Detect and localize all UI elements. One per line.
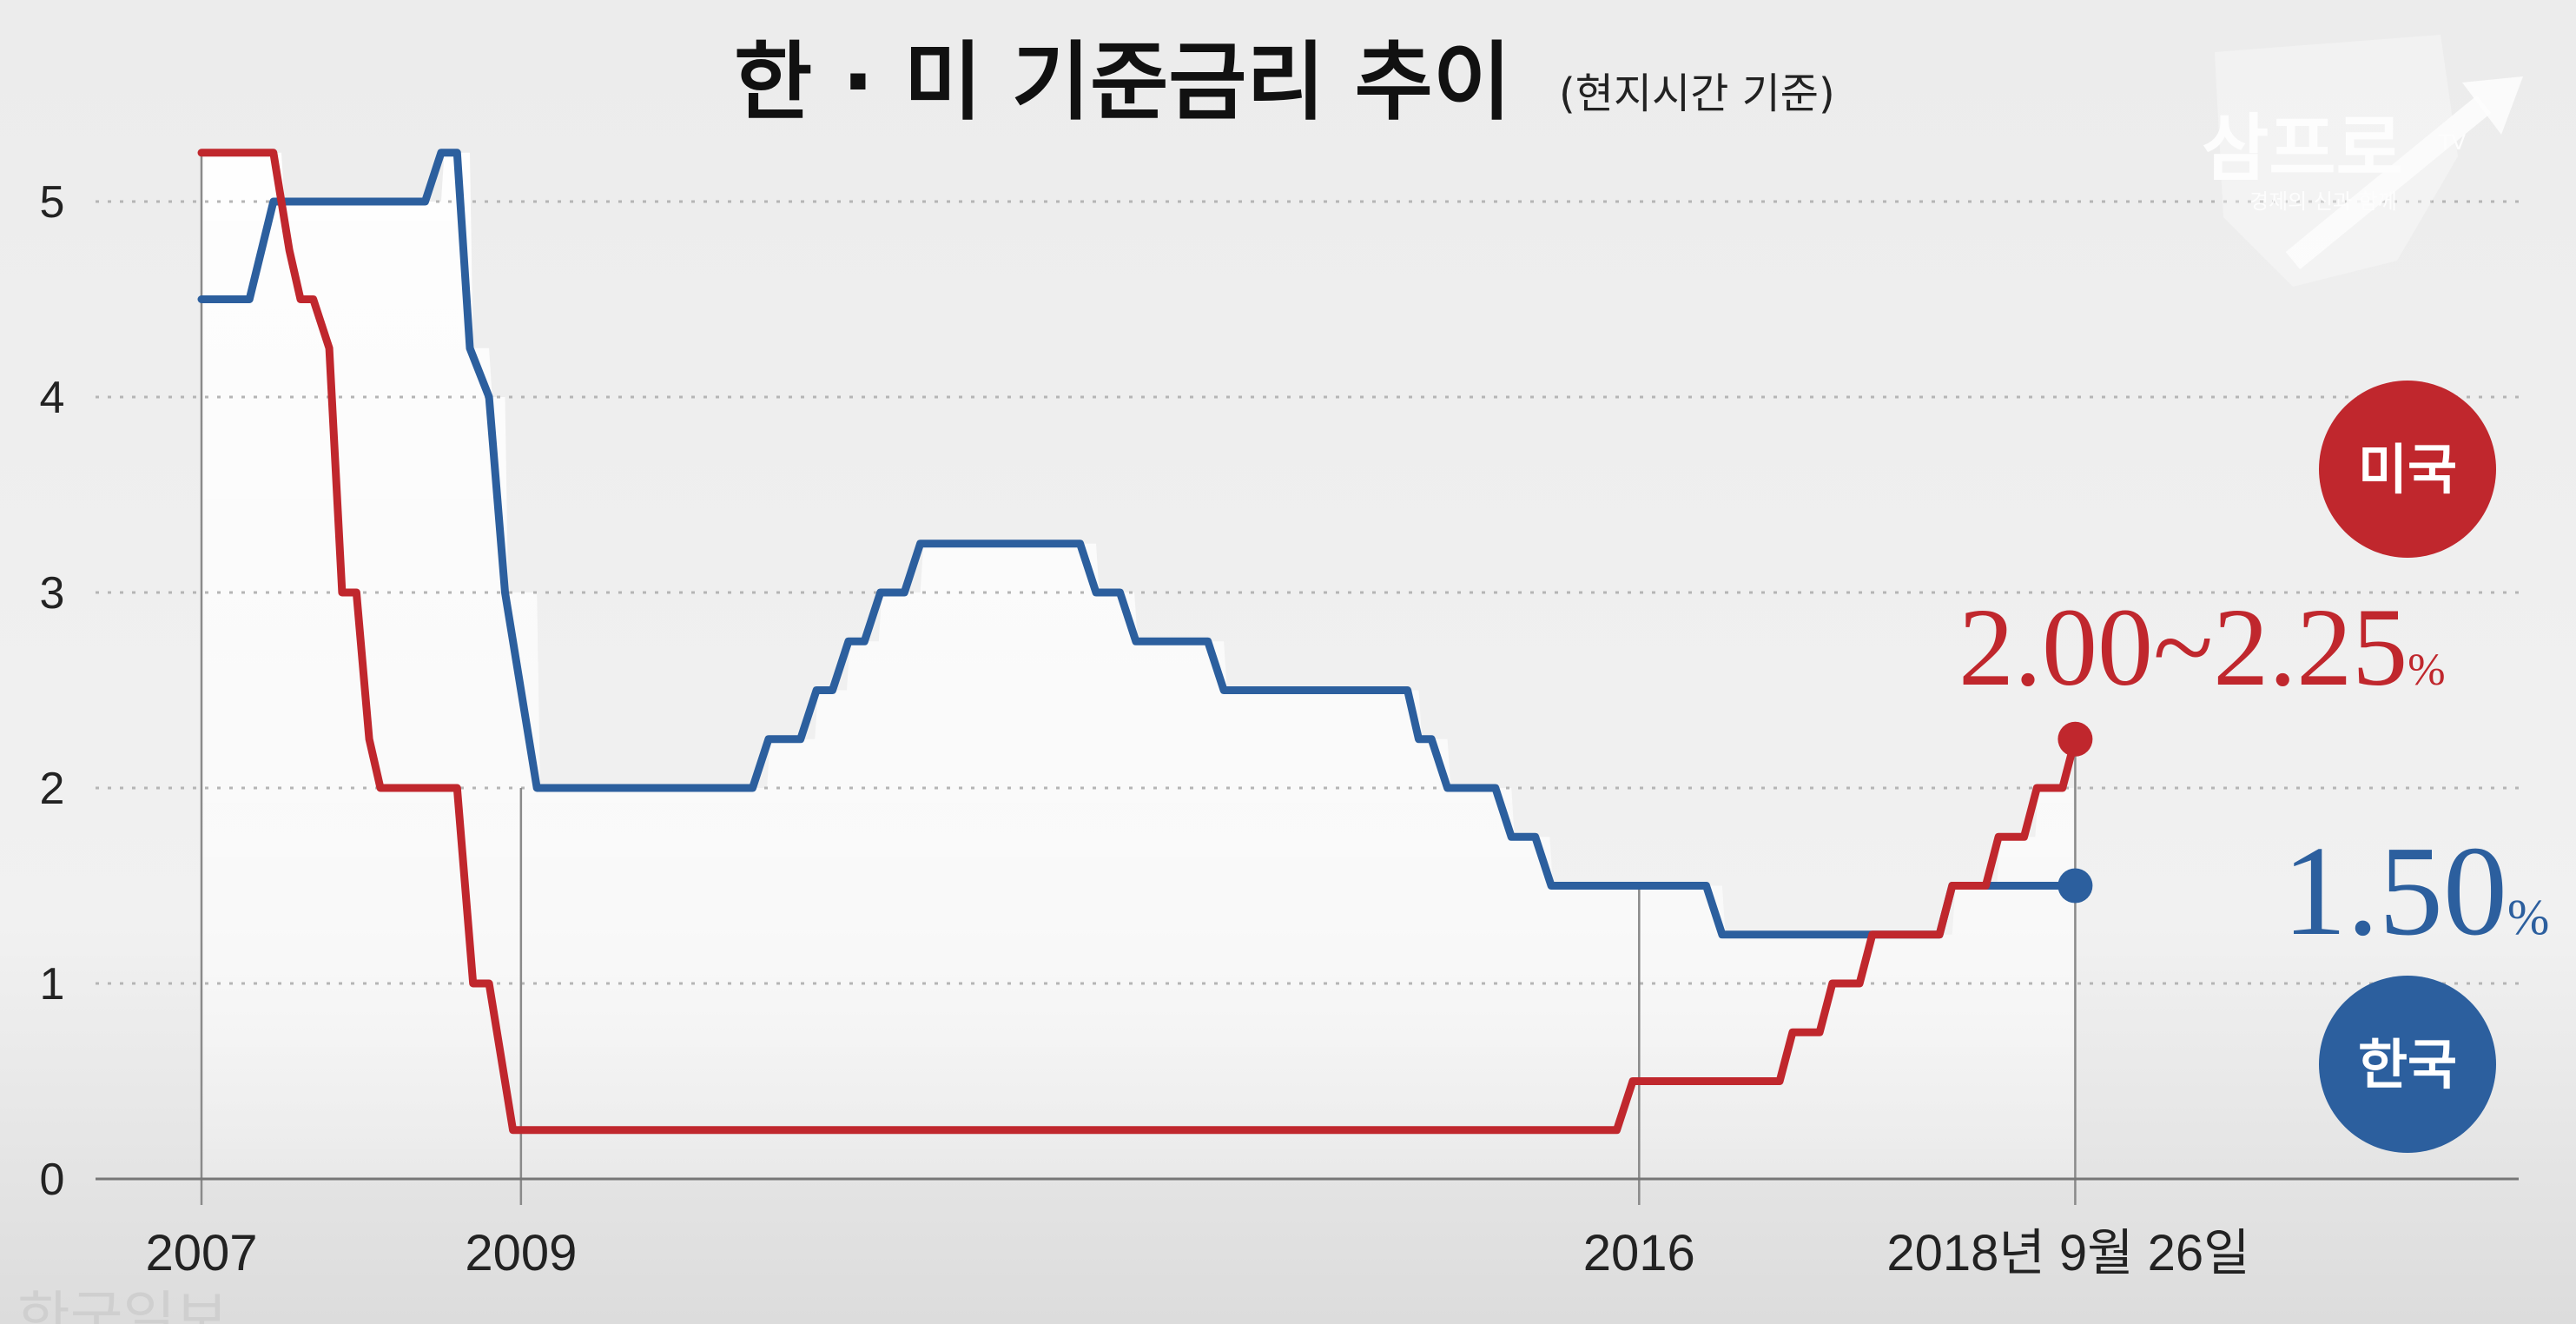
us-badge-circle [2319,381,2496,558]
series-line-us [197,149,2079,1135]
kr-rate-value: 1.50 [2282,820,2507,963]
series-group [197,149,2093,1135]
series-endpoint-kr [2057,868,2093,904]
us-badge-label: 미국 [2358,438,2457,501]
logo-text: 삼프로 [2202,106,2403,191]
logo-tagline: 경제의 신과 함께 [2249,189,2397,214]
x-tick-labels: 2007 2009 2016 2018년 9월 26일 [145,1225,2249,1281]
y-tick-label-3: 3 [40,568,65,619]
us-rate-unit: % [2408,645,2445,695]
kr-badge-label: 한국 [2358,1033,2457,1096]
y-tick-labels: 0 1 2 3 4 5 [40,177,65,1205]
grid [96,200,2519,985]
kr-badge-circle [2319,976,2496,1153]
series-line-kr [197,149,2079,939]
x-tick-label-0: 2007 [145,1225,257,1281]
x-tick-label-3: 2018년 9월 26일 [1886,1225,2249,1281]
area-fill [201,152,2076,1179]
chart-subtitle: (현지시간 기준) [1559,70,1835,118]
x-tick-label-2: 2016 [1583,1225,1695,1281]
us-badge: 미국 [2319,381,2496,558]
channel-logo: 삼프로 TV 경제의 신과 함께 [2202,35,2523,287]
y-tick-label-2: 2 [40,764,65,814]
watermark-text: 한국일보 [17,1285,228,1324]
us-rate-value: 2.00~2.25 [1958,586,2408,709]
chart-title: 한 · 미 기준금리 추이 [734,33,1511,132]
y-tick-label-1: 1 [40,959,65,1010]
kr-badge: 한국 [2319,976,2496,1153]
x-tick-label-1: 2009 [465,1225,577,1281]
series-endpoint-us [2057,721,2093,757]
y-tick-label-0: 0 [40,1155,65,1205]
kr-rate-label: 1.50% [2282,820,2549,963]
us-rate-label: 2.00~2.25% [1958,586,2446,709]
kr-rate-unit: % [2507,889,2549,945]
logo-tv: TV [2438,130,2467,155]
x-guide-lines [200,152,2077,1205]
logo-fist-shape [2215,35,2458,287]
logo-arrow-head-icon [2462,76,2523,135]
logo-arrow-icon [2285,95,2492,270]
y-tick-label-5: 5 [40,177,65,228]
y-tick-label-4: 4 [40,373,65,423]
